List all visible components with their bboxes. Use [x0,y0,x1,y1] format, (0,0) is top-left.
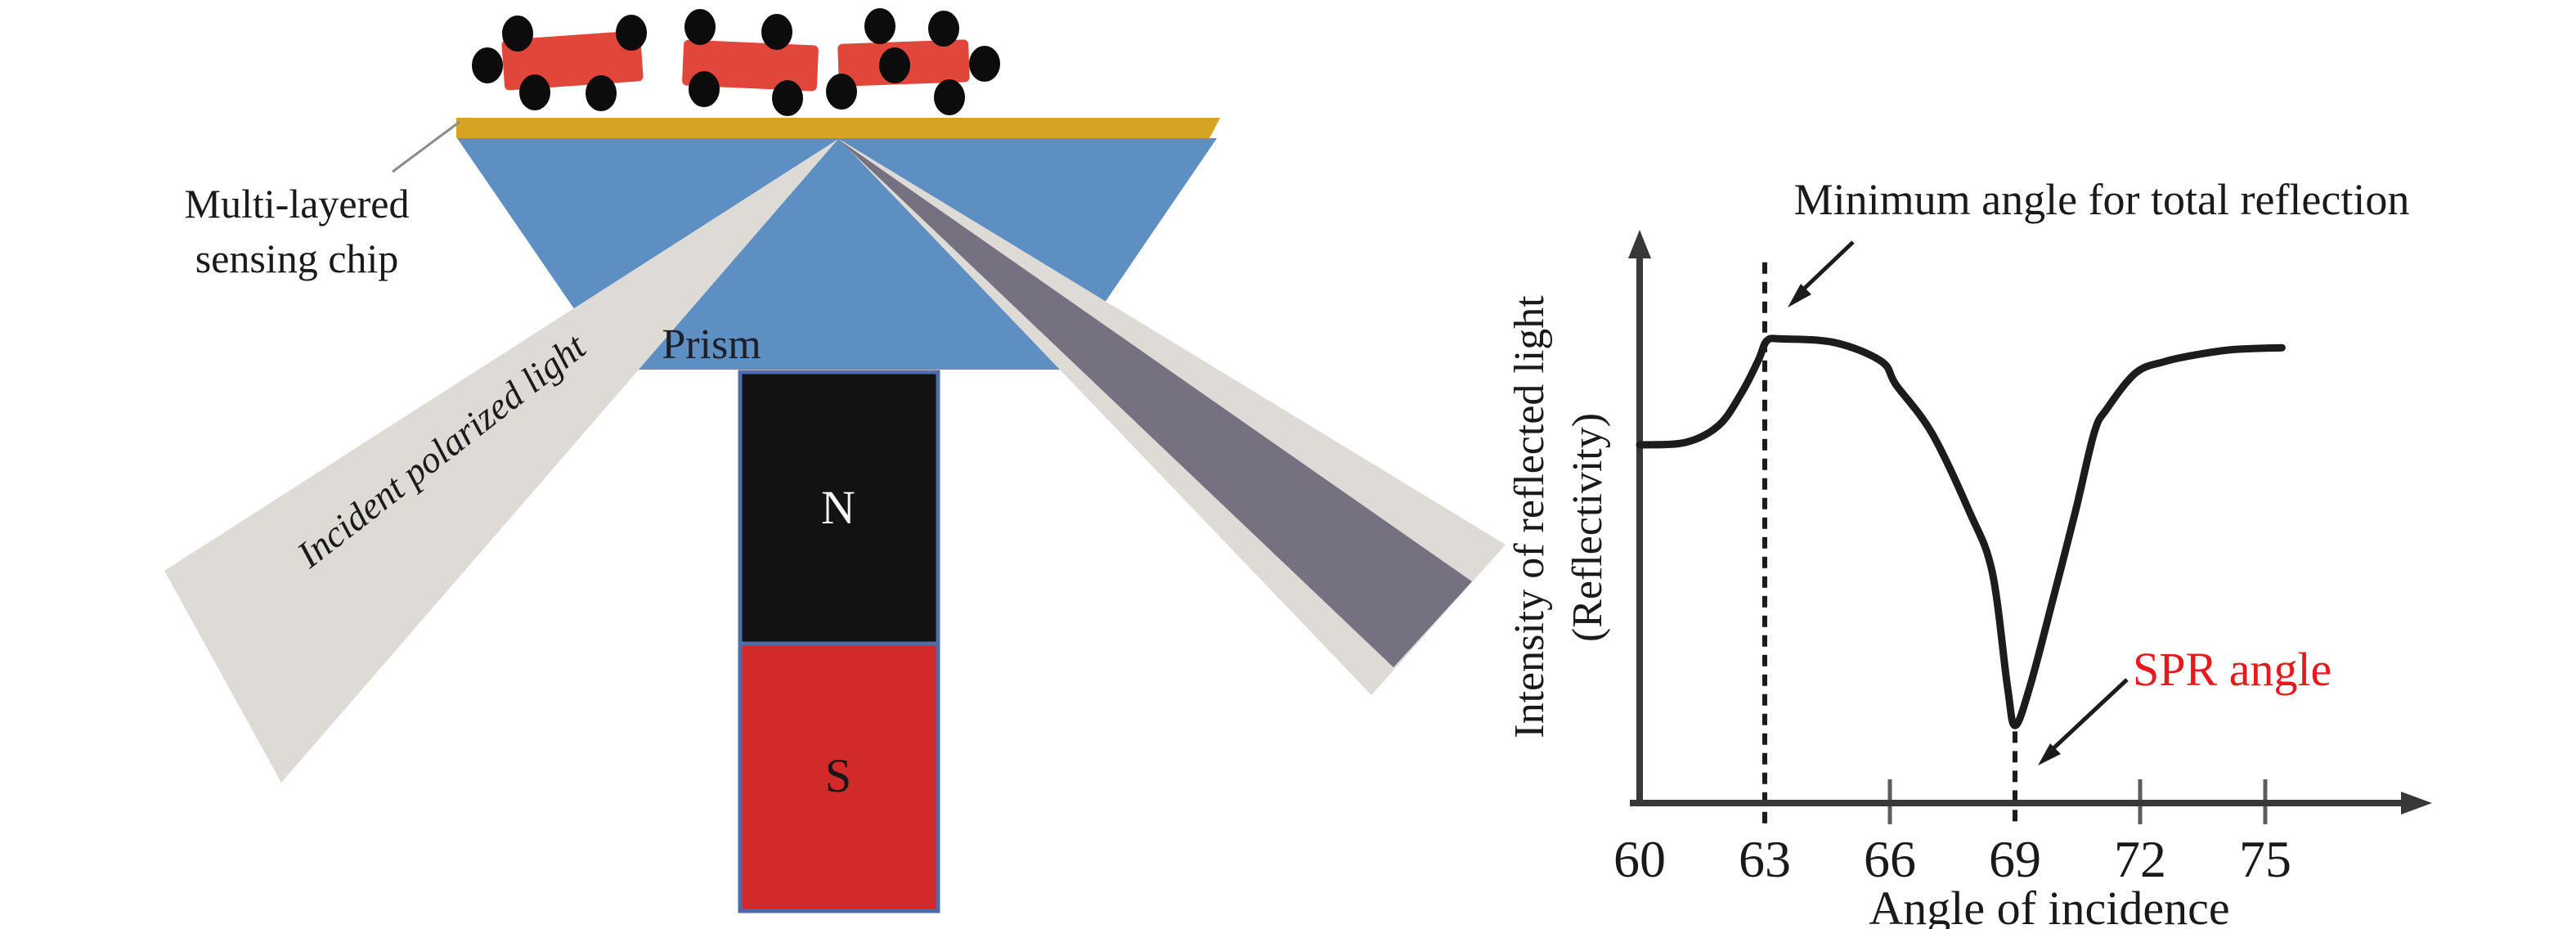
x-tick-label: 60 [1613,830,1666,888]
chip-label-line2: sensing chip [195,236,399,281]
nanoparticle-dot [934,79,965,115]
min-angle-arrow-icon [1788,284,1811,307]
nanoparticle-dot [879,47,910,83]
nanoparticle-dot [502,16,533,52]
nanoparticle-dot [586,75,617,111]
magnet-north-block [738,370,940,646]
spr-arrow-icon [2038,743,2061,765]
nanoparticle-dot [684,9,716,45]
y-axis-label-line1: Intensity of reflected light [1506,295,1553,738]
chip-label-line1: Multi-layered [185,181,410,227]
sensor-schematic: N S [164,8,1506,913]
x-tick-label: 72 [2114,830,2166,888]
nanoparticle-cluster [472,8,1000,116]
chart-dynamic-layer: 60 63 66 69 72 75 [1613,262,2291,888]
y-axis-label-line2: (Reflectivity) [1564,413,1611,642]
reflected-beam-inner [839,140,1472,667]
min-angle-arrow-line [1802,240,1855,291]
nanoparticle-dot [472,47,503,83]
incident-beam [164,139,838,783]
chip-leader-line [392,120,460,173]
prism-label: Prism [662,321,761,368]
min-angle-annotation: Minimum angle for total reflection [1794,175,2410,224]
magnet-north-label: N [821,481,855,534]
gold-layer [456,118,1220,138]
nanoparticle-dot [519,74,550,110]
y-axis-arrow-icon [1628,230,1651,258]
nanoparticle-dot [864,8,895,44]
spr-angle-label: SPR angle [2133,643,2331,696]
x-tick-label: 69 [1989,830,2041,888]
nanoparticle-dot [616,15,647,51]
spr-arrow-line [2051,678,2129,751]
x-tick-label: 75 [2239,830,2291,888]
nanoparticle-dot [826,74,857,110]
nanoparticle-dot [969,46,1000,82]
spr-reflectivity-curve [1636,334,2286,729]
magnet-south-block [738,641,940,913]
x-tick-label: 66 [1864,830,1916,888]
nanoparticle-dot [689,71,720,107]
x-tick-label: 63 [1739,830,1791,888]
magnet-south-label: S [825,749,851,802]
nanoparticle-dot [761,14,792,50]
spr-reflectivity-chart: 60 63 66 69 72 75 Intensity of reflected ligh… [1506,175,2432,929]
nanoparticle-dot [772,80,803,116]
x-axis-label: Angle of incidence [1869,882,2229,929]
nanoparticle-dot [928,11,959,47]
x-axis-arrow-icon [2401,792,2432,815]
